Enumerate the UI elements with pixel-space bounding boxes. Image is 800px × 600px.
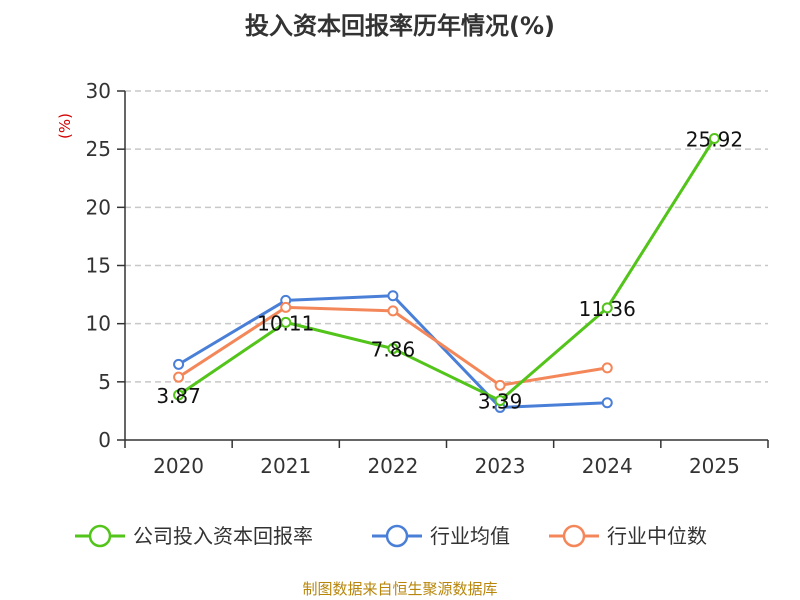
series-lines: [173, 132, 720, 413]
y-tick-label: 15: [86, 254, 111, 278]
data-label: 10.11: [257, 311, 314, 335]
series-line: [177, 137, 716, 403]
data-point: [387, 305, 399, 317]
legend-label: 行业均值: [430, 524, 510, 548]
y-tick-label: 5: [98, 370, 111, 394]
y-tick-label: 10: [86, 312, 111, 336]
data-point: [708, 132, 720, 144]
data-label: 3.87: [156, 384, 201, 408]
y-tick-label: 25: [86, 137, 111, 161]
legend-marker: [385, 524, 409, 548]
data-labels: 3.87 10.11 7.86 3.39 11.36 25.92: [156, 127, 743, 413]
x-tick-label: 2023: [475, 454, 526, 478]
x-tick-label: 2021: [260, 454, 311, 478]
data-point: [601, 397, 613, 409]
data-point: [173, 389, 185, 401]
data-label: 3.39: [478, 390, 523, 414]
data-point: [494, 379, 506, 391]
legend-marker: [88, 524, 112, 548]
y-tick-label: 20: [86, 195, 111, 219]
x-tick-label: 2022: [367, 454, 418, 478]
data-label: 11.36: [579, 297, 636, 321]
data-label: 7.86: [371, 338, 416, 362]
data-point: [387, 343, 399, 355]
y-tick-label: 30: [86, 79, 111, 103]
chart-title: 投入资本回报率历年情况(%): [245, 12, 555, 40]
legend-marker: [562, 524, 586, 548]
data-point: [173, 371, 185, 383]
data-point: [601, 302, 613, 314]
data-label: 25.92: [686, 127, 743, 151]
x-tick-label: 2020: [153, 454, 204, 478]
legend-label: 行业中位数: [607, 524, 707, 548]
legend: 公司投入资本回报率 行业均值 行业中位数: [75, 524, 707, 548]
data-point: [494, 395, 506, 407]
data-point: [387, 290, 399, 302]
y-tick-label: 0: [98, 428, 111, 452]
legend-label: 公司投入资本回报率: [133, 524, 313, 548]
y-unit-label: (%): [56, 113, 74, 139]
data-point: [280, 316, 292, 328]
data-point: [173, 358, 185, 370]
x-tick-label: 2024: [582, 454, 633, 478]
data-point: [280, 301, 292, 313]
x-tick-label: 2025: [689, 454, 740, 478]
source-note: 制图数据来自恒生聚源数据库: [302, 580, 498, 598]
gridlines: [125, 90, 768, 383]
data-point: [601, 362, 613, 374]
